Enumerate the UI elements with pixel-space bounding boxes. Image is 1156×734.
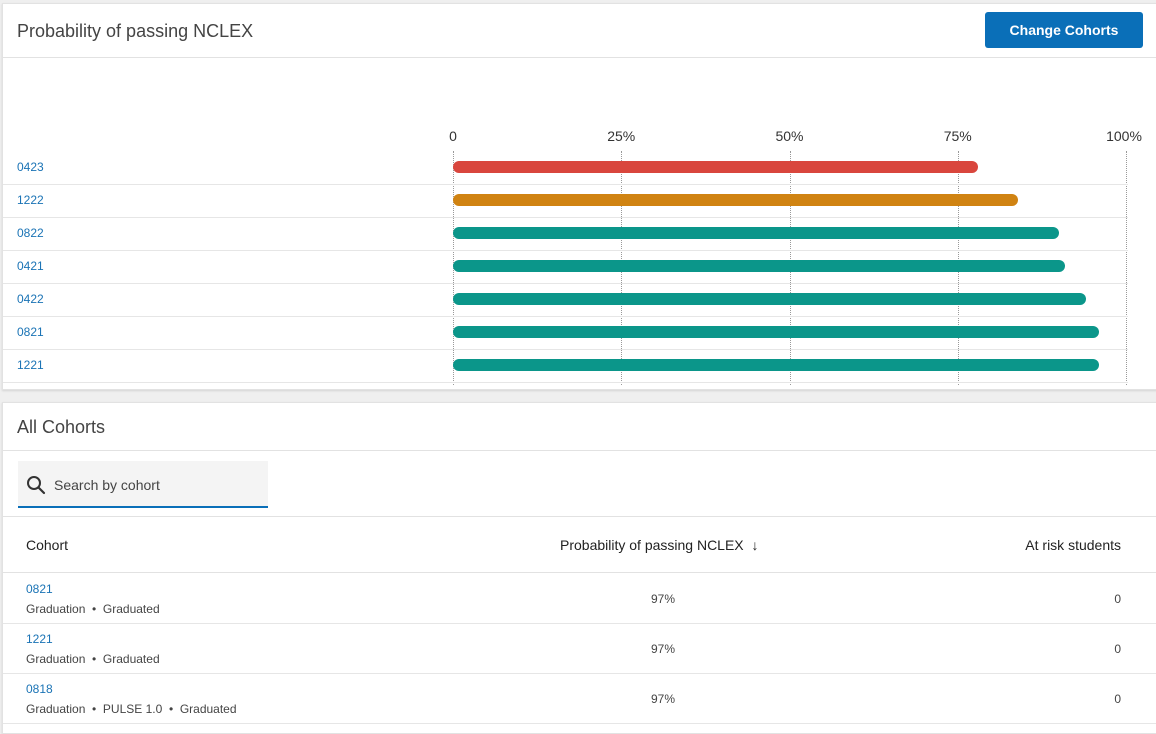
card-title: Probability of passing NCLEX (17, 21, 254, 41)
probability-cell: 97% (650, 592, 676, 606)
bar (453, 194, 1019, 206)
table-row: 0818 Graduation • PULSE 1.0 • Graduated 97… (3, 673, 1156, 724)
at-risk-cell: 0 (1114, 642, 1121, 656)
bar-chart: 0 25% 50% 75% 100% 0423 1222 0822 0421 0422 0821 12… (3, 58, 1156, 423)
sort-down-arrow-icon: ↓ (751, 537, 759, 553)
x-tick-label: 25% (607, 128, 636, 144)
column-header-label: Probability of passing NCLEX (560, 537, 744, 553)
cohort-category-label[interactable]: 1221 (17, 358, 44, 372)
bar (453, 161, 978, 173)
bar (453, 227, 1059, 239)
gridline (1126, 151, 1127, 385)
cohort-category-label[interactable]: 0822 (17, 226, 44, 240)
bar (453, 293, 1086, 305)
row-divider (3, 316, 1128, 317)
column-header-at-risk[interactable]: At risk students (1025, 537, 1121, 553)
cohort-link[interactable]: 1221 (26, 632, 53, 646)
cohort-category-label[interactable]: 0821 (17, 325, 44, 339)
table-row: 1221 Graduation • Graduated 97% 0 (3, 623, 1156, 674)
row-divider (3, 283, 1128, 284)
at-risk-cell: 0 (1114, 592, 1121, 606)
cohort-link[interactable]: 0818 (26, 682, 53, 696)
column-header-probability[interactable]: Probability of passing NCLEX ↓ (560, 537, 759, 553)
cohort-category-label[interactable]: 0421 (17, 259, 44, 273)
bar (453, 326, 1100, 338)
row-divider (3, 382, 1128, 383)
row-divider (3, 250, 1128, 251)
nclex-probability-card: Probability of passing NCLEX Change Coho… (2, 3, 1156, 423)
row-divider (3, 217, 1128, 218)
x-tick-label: 75% (943, 128, 972, 144)
all-cohorts-card: All Cohorts Cohort Probability of passin… (2, 402, 1156, 734)
at-risk-cell: 0 (1114, 692, 1121, 706)
cohort-category-label[interactable]: 0422 (17, 292, 44, 306)
cohort-category-label[interactable]: 1222 (17, 193, 44, 207)
divider (3, 572, 1156, 573)
card-title: All Cohorts (17, 417, 106, 437)
divider (3, 516, 1156, 517)
card-header: Probability of passing NCLEX Change Coho… (3, 4, 1156, 58)
cohort-meta: Graduation • Graduated (26, 652, 160, 666)
cohort-link[interactable]: 0821 (26, 582, 53, 596)
x-tick-label: 50% (775, 128, 804, 144)
cohort-meta: Graduation • Graduated (26, 602, 160, 616)
card-header: All Cohorts (3, 403, 1156, 451)
cohort-meta: Graduation • PULSE 1.0 • Graduated (26, 702, 237, 716)
row-divider (3, 184, 1128, 185)
search-box[interactable] (18, 461, 268, 508)
x-tick-label: 0 (449, 128, 457, 144)
probability-cell: 97% (650, 692, 676, 706)
change-cohorts-button[interactable]: Change Cohorts (985, 12, 1143, 48)
cohort-category-label[interactable]: 0423 (17, 160, 44, 174)
search-input[interactable] (52, 461, 266, 508)
bar (453, 260, 1066, 272)
x-tick-label: 100% (1106, 128, 1142, 144)
search-icon (26, 475, 46, 500)
table-row: 0821 Graduation • Graduated 97% 0 (3, 573, 1156, 624)
column-header-cohort[interactable]: Cohort (26, 537, 69, 553)
bar (453, 359, 1100, 371)
row-divider (3, 349, 1128, 350)
probability-cell: 97% (650, 642, 676, 656)
